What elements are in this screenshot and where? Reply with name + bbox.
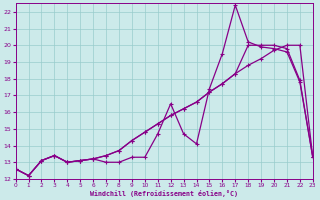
X-axis label: Windchill (Refroidissement éolien,°C): Windchill (Refroidissement éolien,°C) [90,190,238,197]
